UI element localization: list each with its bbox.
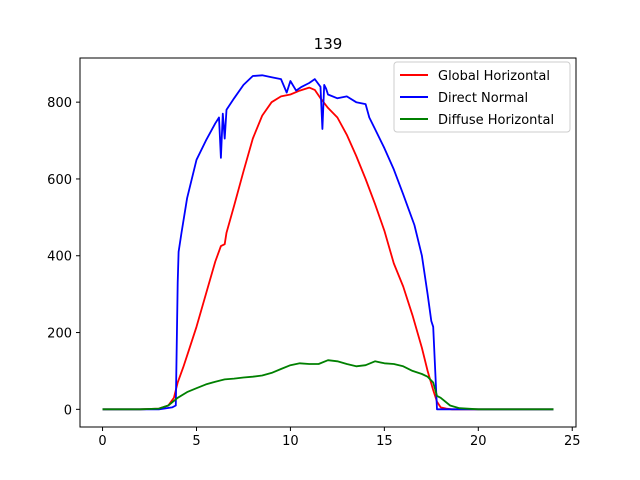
axes-frame: [79, 57, 577, 428]
y-tick-label: 400: [47, 250, 72, 265]
plot-area: [102, 74, 554, 411]
chart-title: 139: [314, 35, 343, 53]
series-line-2: [102, 74, 554, 411]
legend-label-2: Direct Normal: [438, 91, 528, 106]
y-tick-label: 200: [47, 327, 72, 342]
legend: Global Horizontal Direct Normal Diffuse Ho…: [393, 61, 571, 133]
y-tick-label: 0: [64, 403, 72, 418]
x-tick-label: 5: [192, 434, 200, 449]
axes: 0 5 10 15 20 25 0 200 400 600 800: [47, 57, 581, 449]
series-line-1: [102, 86, 554, 411]
x-tick-label: 10: [282, 434, 299, 449]
y-tick-label: 600: [47, 173, 72, 188]
x-tick-label: 25: [564, 434, 581, 449]
x-tick-label: 20: [470, 434, 487, 449]
series-line-3: [102, 359, 554, 411]
legend-label-1: Global Horizontal: [438, 69, 550, 84]
x-tick-label: 15: [376, 434, 393, 449]
legend-label-3: Diffuse Horizontal: [438, 113, 554, 128]
legend-box: [393, 61, 571, 133]
x-tick-label: 0: [98, 434, 106, 449]
y-tick-label: 800: [47, 96, 72, 111]
